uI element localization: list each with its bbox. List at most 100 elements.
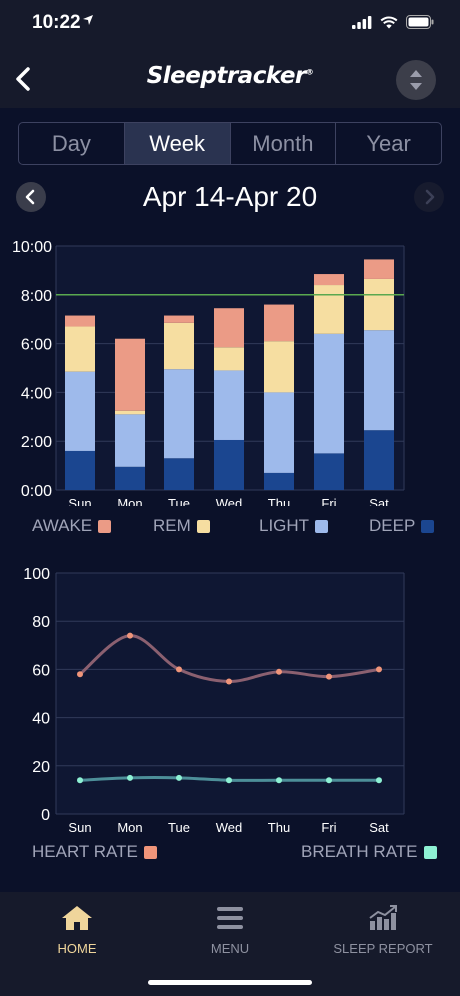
status-icons <box>352 15 434 29</box>
legend-light: LIGHT <box>259 516 329 536</box>
date-range-row: Apr 14-Apr 20 <box>0 178 460 218</box>
legend-light-swatch <box>315 519 329 533</box>
vitals-legend: HEART RATE BREATH RATE <box>0 842 460 866</box>
x-tick-label: Sun <box>68 820 91 835</box>
bar-rem-thu <box>264 341 294 393</box>
sort-button[interactable] <box>396 60 436 100</box>
x-tick-label: Mon <box>117 820 142 835</box>
wifi-icon <box>380 16 398 28</box>
legend-deep-swatch <box>421 519 435 533</box>
x-tick-label: Sun <box>68 496 91 506</box>
status-bar: 10:22 <box>0 0 460 50</box>
y-tick-label: 80 <box>32 614 50 631</box>
tab-sleep-report-label: SLEEP REPORT <box>333 941 433 956</box>
bar-deep-tue <box>164 458 194 490</box>
tab-sleep-report[interactable]: SLEEP REPORT <box>308 904 458 956</box>
x-tick-label: Mon <box>117 496 142 506</box>
plot-area <box>56 573 404 814</box>
x-tick-label: Wed <box>216 496 243 506</box>
cellular-signal-icon <box>352 15 372 29</box>
y-tick-label: 4:00 <box>21 385 52 402</box>
heart-rate-point-mon <box>127 632 133 639</box>
home-indicator <box>148 980 312 985</box>
breath-rate-point-wed <box>226 777 232 784</box>
x-tick-label: Thu <box>268 496 290 506</box>
menu-icon <box>217 907 243 929</box>
sleep-stages-chart: 0:00 2:00 4:00 6:00 8:00 10:00 Sun Mon Tue Wed Thu… <box>12 239 405 506</box>
y-tick-label: 10:00 <box>12 239 52 256</box>
y-tick-label: 60 <box>32 662 50 679</box>
x-tick-label: Fri <box>321 820 336 835</box>
trademark-symbol: ® <box>305 67 314 77</box>
legend-rem: REM <box>153 516 210 536</box>
breath-rate-point-thu <box>276 777 282 784</box>
bar-light-sat <box>364 330 394 431</box>
chevron-left-icon <box>25 189 35 205</box>
bar-light-sun <box>65 371 95 451</box>
bar-deep-fri <box>314 453 344 490</box>
bar-rem-sat <box>364 278 394 331</box>
bar-deep-sun <box>65 450 95 490</box>
y-tick-label: 0:00 <box>21 483 52 500</box>
y-tick-label: 2:00 <box>21 434 52 451</box>
bar-deep-sat <box>364 430 394 490</box>
x-tick-label: Tue <box>168 820 190 835</box>
tab-menu-label: MENU <box>210 941 250 956</box>
heart-rate-point-thu <box>276 668 282 675</box>
bar-rem-fri <box>314 285 344 334</box>
breath-rate-point-fri <box>326 777 332 784</box>
legend-light-label: LIGHT <box>259 516 310 535</box>
app-logo: Sleeptracker® <box>0 63 460 89</box>
bar-rem-tue <box>164 322 194 370</box>
legend-rem-swatch <box>196 519 210 533</box>
bar-awake-thu <box>264 304 294 342</box>
x-tick-label: Fri <box>321 496 336 506</box>
bar-awake-tue <box>164 315 194 323</box>
bar-light-wed <box>214 370 244 440</box>
tab-menu[interactable]: MENU <box>155 904 305 956</box>
legend-awake: AWAKE <box>32 516 112 536</box>
heart-breath-rate-chart: 0 20 40 60 80 100 Sun Mon Tue Wed Thu Fri Sat <box>23 566 405 835</box>
breath-rate-point-tue <box>176 774 182 781</box>
bar-light-mon <box>115 414 145 467</box>
y-tick-label: 6:00 <box>21 337 52 354</box>
heart-rate-point-sun <box>77 671 83 678</box>
tab-home-label: HOME <box>57 941 97 956</box>
tab-home[interactable]: HOME <box>2 904 152 956</box>
chevron-left-icon <box>16 67 30 91</box>
legend-rem-label: REM <box>153 516 191 535</box>
x-tick-label: Tue <box>168 496 190 506</box>
bar-rem-mon <box>115 410 145 415</box>
previous-week-button[interactable] <box>16 182 46 212</box>
legend-breath-rate-swatch <box>423 845 437 859</box>
sort-arrows-icon <box>410 70 422 90</box>
bar-awake-fri <box>314 274 344 286</box>
bar-light-thu <box>264 392 294 473</box>
segment-day[interactable]: Day <box>19 123 125 164</box>
bar-awake-sat <box>364 259 394 279</box>
back-button[interactable] <box>6 60 46 100</box>
x-tick-label: Wed <box>216 820 243 835</box>
heart-rate-point-fri <box>326 673 332 680</box>
legend-heart-rate-label: HEART RATE <box>32 842 138 861</box>
period-segmented-control: Day Week Month Year <box>18 122 442 165</box>
bar-awake-wed <box>214 308 244 348</box>
legend-deep-label: DEEP <box>369 516 416 535</box>
location-arrow-icon <box>83 15 93 25</box>
bar-rem-wed <box>214 347 244 371</box>
date-range-label: Apr 14-Apr 20 <box>142 181 318 212</box>
y-tick-label: 20 <box>32 759 50 776</box>
bar-deep-thu <box>264 472 294 490</box>
legend-breath-rate: BREATH RATE <box>301 842 437 862</box>
bar-deep-mon <box>115 466 145 490</box>
x-tick-label: Sat <box>369 496 389 506</box>
segment-week[interactable]: Week <box>124 123 231 164</box>
next-week-button[interactable] <box>414 182 444 212</box>
heart-rate-point-wed <box>226 678 232 685</box>
app-logo-text: Sleeptracker <box>146 63 307 89</box>
legend-heart-rate-swatch <box>143 845 157 859</box>
y-tick-label: 0 <box>41 807 50 824</box>
segment-year[interactable]: Year <box>366 130 411 156</box>
segment-month[interactable]: Month <box>231 123 337 164</box>
legend-awake-swatch <box>98 519 112 533</box>
